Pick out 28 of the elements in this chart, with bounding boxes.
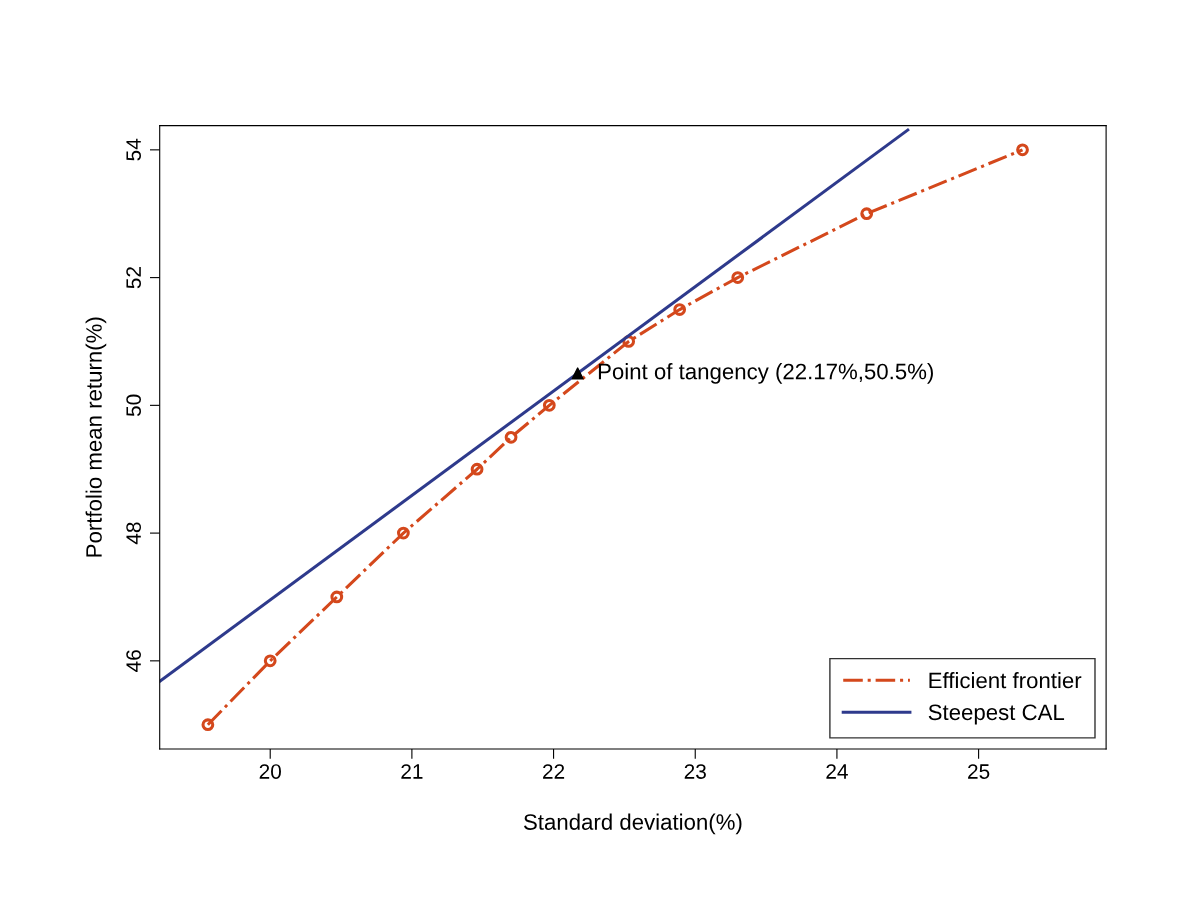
x-tick-label: 25 <box>968 764 990 779</box>
point <box>263 654 277 668</box>
x-tick-label: 23 <box>684 764 706 779</box>
point <box>542 398 556 412</box>
x-tick-label: 21 <box>401 764 423 779</box>
point <box>860 207 874 221</box>
y-axis-title: Portfolio mean return(%) <box>85 317 107 557</box>
x-tick-label: 20 <box>259 764 281 779</box>
y-tick-label: 48 <box>126 522 141 545</box>
y-tick-label: 54 <box>126 138 141 161</box>
point <box>397 526 410 540</box>
point <box>1016 143 1029 157</box>
y-tick-label: 52 <box>126 267 141 289</box>
point <box>330 590 344 604</box>
point <box>470 462 484 476</box>
x-tick-label: 22 <box>543 764 565 779</box>
y-tick-label: 50 <box>126 394 141 417</box>
legend-label: Steepest CAL <box>928 704 1065 725</box>
point <box>504 430 518 444</box>
y-tick-label: 46 <box>126 650 141 672</box>
point <box>673 303 687 316</box>
point <box>571 367 584 380</box>
point <box>731 271 745 284</box>
point <box>201 718 215 732</box>
x-axis-title: Standard deviation(%) <box>523 813 742 835</box>
x-tick-label: 24 <box>826 764 848 779</box>
annotation: Point of tangency (22.17%,50.5%) <box>598 363 933 384</box>
legend-label: Efficient frontier <box>929 672 1082 689</box>
